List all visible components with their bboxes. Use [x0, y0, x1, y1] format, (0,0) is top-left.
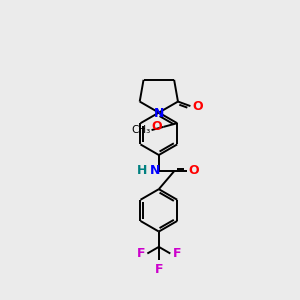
Text: F: F — [154, 263, 163, 276]
Text: N: N — [150, 164, 160, 177]
Text: H: H — [137, 164, 148, 177]
Text: F: F — [136, 247, 145, 260]
Text: N: N — [154, 107, 164, 120]
Text: O: O — [151, 120, 162, 133]
Text: F: F — [173, 247, 181, 260]
Text: CH₃: CH₃ — [131, 125, 151, 135]
Text: O: O — [188, 164, 199, 177]
Text: O: O — [193, 100, 203, 112]
